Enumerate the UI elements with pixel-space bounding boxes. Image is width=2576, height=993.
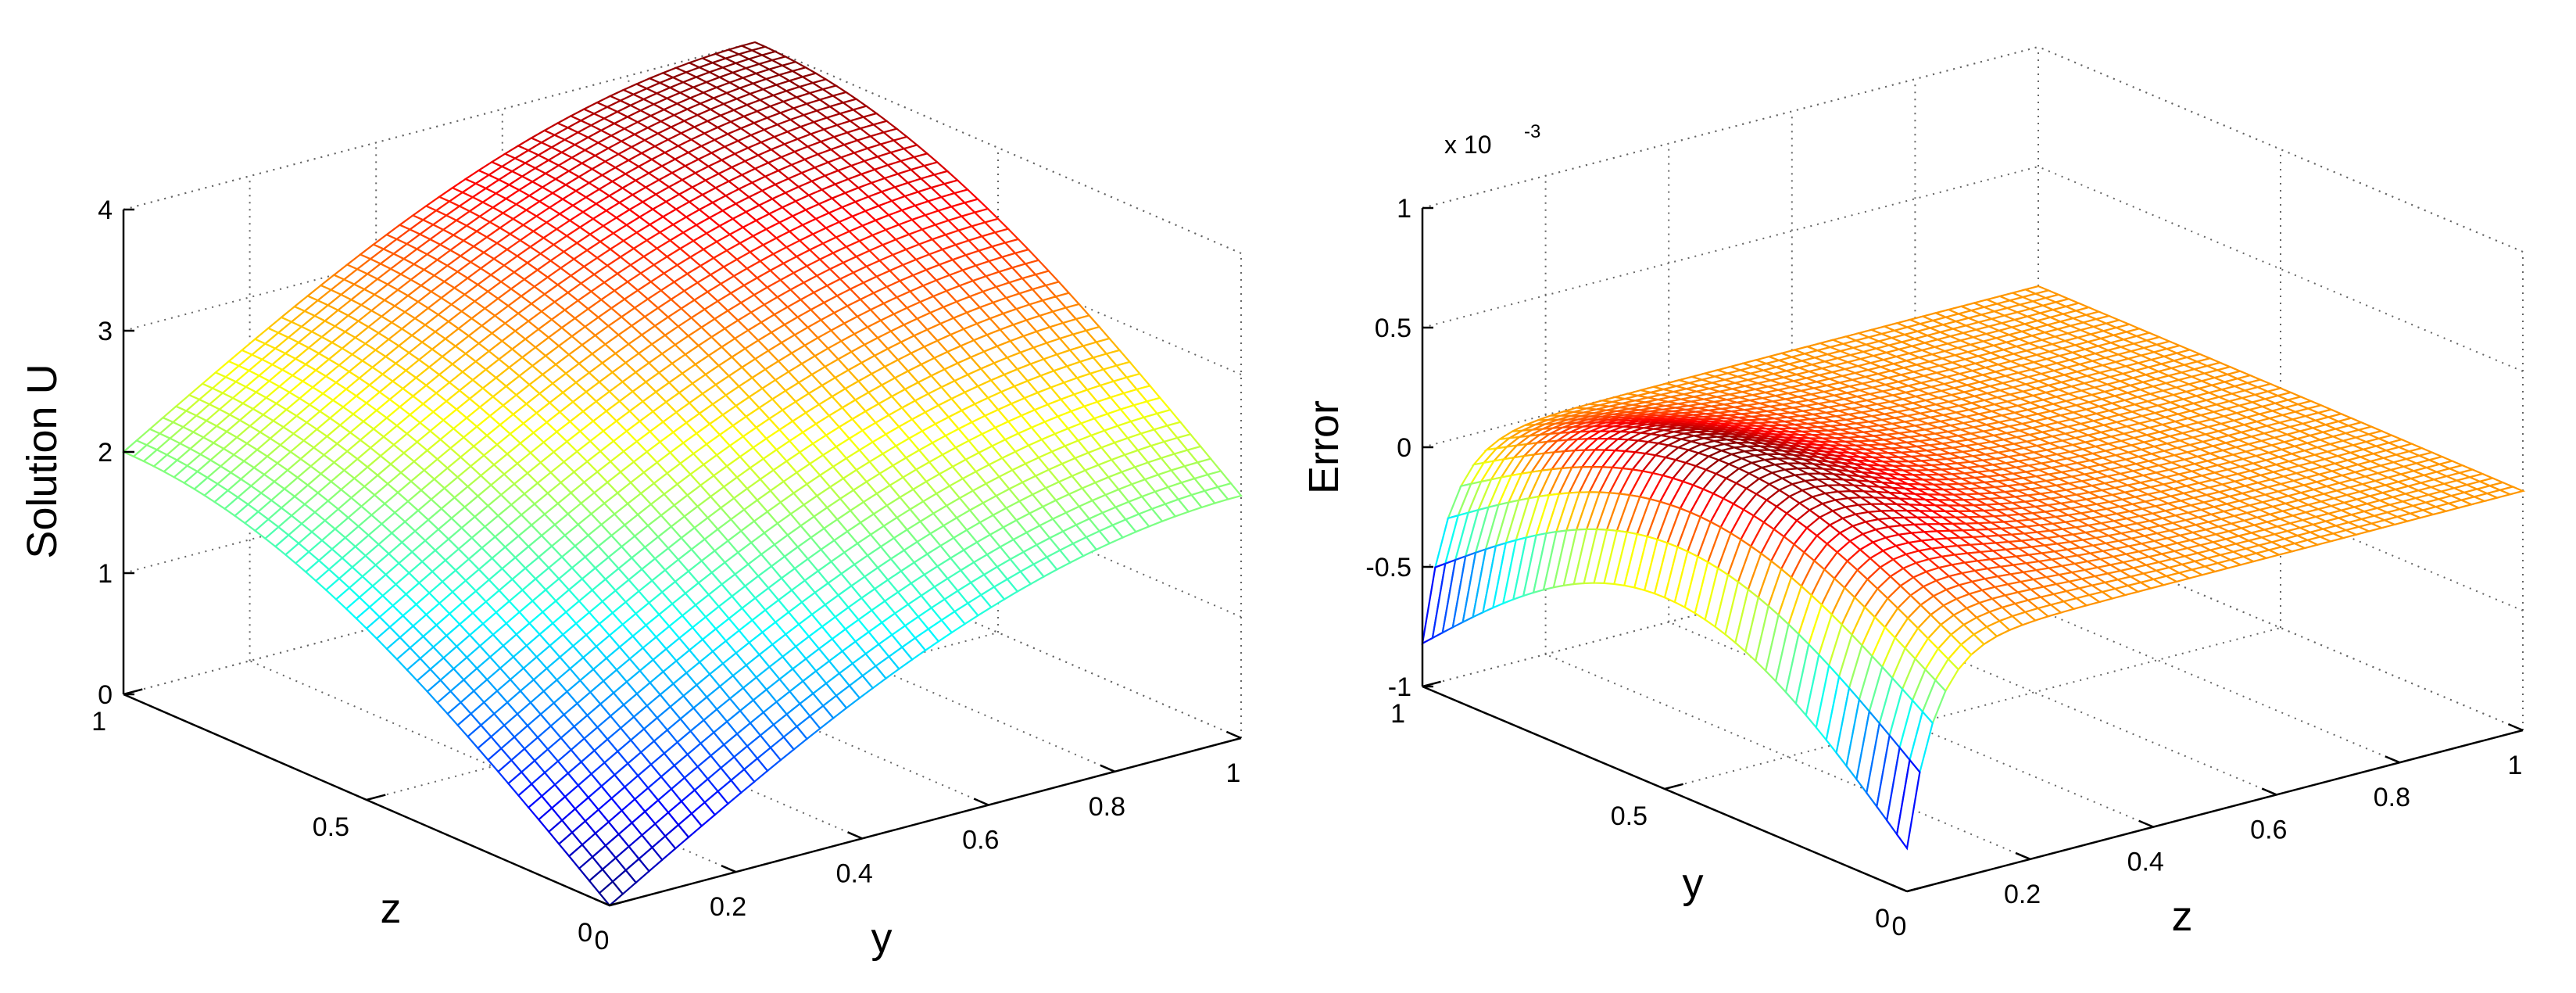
y-axis-label: y <box>1683 860 1704 907</box>
grid-line <box>1422 46 2039 209</box>
tick-mark <box>2385 755 2400 764</box>
surface-mesh <box>121 41 1243 907</box>
tick-label: 1 <box>98 559 113 589</box>
tick-mark <box>1906 885 1926 893</box>
tick-mark <box>721 864 737 873</box>
tick-label: -0.5 <box>1365 553 1411 583</box>
tick-label: 0 <box>98 680 113 710</box>
tick-label: 0 <box>1397 433 1411 463</box>
z-axis-depth-ticks: 0 0.2 0.4 0.6 0.8 1 <box>1891 722 2524 941</box>
tick-label: 0.5 <box>1611 801 1648 831</box>
tick-label: 2 <box>98 438 113 468</box>
tick-label: 0.8 <box>2374 783 2410 812</box>
tick-label: 0.8 <box>1089 792 1125 822</box>
tick-label: 0.2 <box>710 892 746 922</box>
tick-mark <box>973 798 989 806</box>
tick-label: 0.4 <box>2127 848 2164 877</box>
tick-mark <box>1225 730 1242 740</box>
y-axis-label: y <box>871 915 893 962</box>
tick-label: 0 <box>578 918 592 948</box>
tick-mark <box>2261 787 2277 796</box>
z-axis-label: Solution U <box>19 364 66 558</box>
tick-mark <box>1100 764 1115 773</box>
exponent-superscript: -3 <box>1524 121 1540 142</box>
tick-mark <box>366 794 386 801</box>
tick-label: 0.2 <box>2004 880 2041 909</box>
tick-mark <box>2507 722 2524 732</box>
tick-mark <box>847 831 863 840</box>
tick-label: 0.5 <box>1375 314 1411 343</box>
tick-label: 1 <box>1226 758 1241 788</box>
tick-label: 1 <box>1397 194 1411 224</box>
tick-label: 0 <box>1875 904 1890 934</box>
tick-label: 1 <box>91 707 106 737</box>
tick-label: 0.5 <box>313 812 349 842</box>
axis-line <box>1906 729 2524 893</box>
tick-label: 0.4 <box>836 859 873 888</box>
tick-label: 0 <box>595 926 610 955</box>
z-depth-axis-label: z <box>381 885 402 932</box>
exponent-label: x 10 <box>1444 131 1491 159</box>
tick-label: 0.6 <box>962 826 999 855</box>
grid-line <box>2038 46 2524 253</box>
tick-label: 3 <box>98 317 113 346</box>
tick-mark <box>2138 819 2154 828</box>
tick-label: 1 <box>2508 751 2523 780</box>
z-axis-label: z <box>2172 893 2193 940</box>
error-surface-plot: -1 -0.5 0 0.5 1 0 0.2 0.4 0.6 0.8 1 0 0.5 1 x 10 -3… <box>1301 46 2526 941</box>
surface-mesh <box>1421 285 2526 851</box>
tick-mark <box>2015 851 2031 860</box>
tick-mark <box>1891 884 1908 893</box>
error-axis-label: Error <box>1301 400 1347 494</box>
tick-label: 0 <box>1892 912 1907 941</box>
grid-line <box>1422 166 2039 328</box>
tick-mark <box>1664 783 1683 790</box>
tick-label: 1 <box>1390 699 1405 729</box>
tick-label: 0.6 <box>2250 815 2287 844</box>
tick-label: 4 <box>98 195 113 225</box>
z-axis-ticks: 0 1 2 3 4 <box>98 195 134 710</box>
tick-label: -1 <box>1388 672 1411 702</box>
grid-line <box>1422 46 2039 209</box>
